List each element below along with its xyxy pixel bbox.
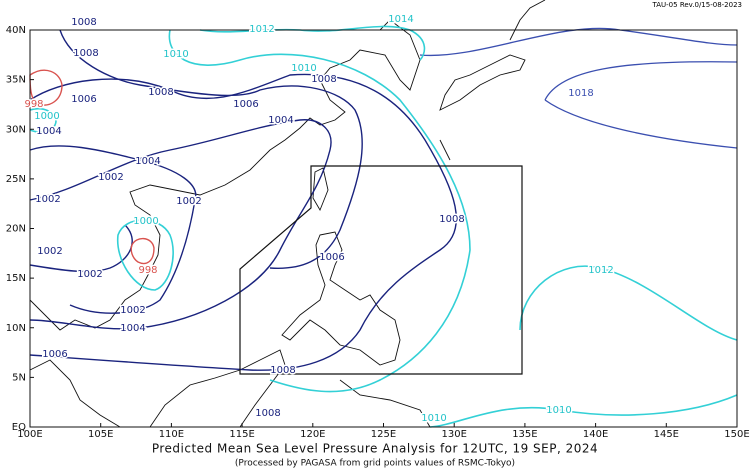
- isobar-label: 1002: [77, 269, 102, 280]
- lat-label: 25N: [6, 174, 26, 185]
- isobar-label: 998: [24, 99, 43, 110]
- isobar-label: 1006: [319, 252, 344, 263]
- isobar-label: 1004: [36, 126, 61, 137]
- isobar-label: 1002: [98, 172, 123, 183]
- isobar-label: 1012: [588, 265, 613, 276]
- isobar-label: 1010: [546, 405, 571, 416]
- isobar-label: 1010: [291, 63, 316, 74]
- lon-label: 115E: [229, 429, 254, 440]
- map-title: Predicted Mean Sea Level Pressure Analys…: [152, 442, 598, 456]
- isobar-label: 1010: [421, 413, 446, 424]
- isobar-label: 1008: [270, 365, 295, 376]
- isobar-label: 1004: [268, 115, 293, 126]
- lon-label: 110E: [159, 429, 184, 440]
- lon-label: 140E: [583, 429, 608, 440]
- lat-label: 15N: [6, 273, 26, 284]
- isobar-label: 1002: [120, 305, 145, 316]
- isobar-label: 1002: [35, 194, 60, 205]
- lon-label: 130E: [441, 429, 466, 440]
- isobar-label: 1002: [37, 246, 62, 257]
- isobar-label: 1014: [388, 14, 413, 25]
- isobar-label: 1008: [255, 408, 280, 419]
- lon-label: 135E: [512, 429, 537, 440]
- isobar-label: 1006: [71, 94, 96, 105]
- isobar-label: 1008: [71, 17, 96, 28]
- coastlines: [29, 0, 546, 428]
- lat-label: 35N: [6, 75, 26, 86]
- isobar-label: 1004: [135, 156, 160, 167]
- isobar-label: 1008: [148, 87, 173, 98]
- lat-label: 30N: [6, 124, 26, 135]
- lon-label: 125E: [371, 429, 396, 440]
- isobar-label: 1008: [311, 74, 336, 85]
- isobar-label: 1006: [42, 349, 67, 360]
- map-frame: [29, 29, 738, 428]
- par-boundary: [239, 165, 523, 375]
- header-code: TAU-05 Rev.0/15-08-2023: [652, 1, 742, 9]
- isobar-label: 1004: [120, 323, 145, 334]
- lon-label: 100E: [17, 429, 42, 440]
- isobar-label: 1002: [176, 196, 201, 207]
- lon-label: 105E: [88, 429, 113, 440]
- lat-label: 40N: [6, 25, 26, 36]
- lat-label: 5N: [12, 372, 26, 383]
- lon-label: 145E: [654, 429, 679, 440]
- isobar-label: 1008: [439, 214, 464, 225]
- lon-label: 120E: [300, 429, 325, 440]
- isobar-label: 1008: [73, 48, 98, 59]
- isobar-label: 1000: [133, 216, 158, 227]
- isobar-label: 1012: [249, 24, 274, 35]
- lat-label: 20N: [6, 224, 26, 235]
- isobar-label: 1018: [568, 88, 593, 99]
- isobar-label: 998: [138, 265, 157, 276]
- lon-label: 150E: [724, 429, 749, 440]
- lat-label: 10N: [6, 323, 26, 334]
- isobar-label: 1000: [34, 111, 59, 122]
- map-subtitle: (Processed by PAGASA from grid points va…: [235, 459, 515, 469]
- isobar-label: 1006: [233, 99, 258, 110]
- isobar-label: 1010: [163, 49, 188, 60]
- lat-label: EQ: [12, 422, 26, 433]
